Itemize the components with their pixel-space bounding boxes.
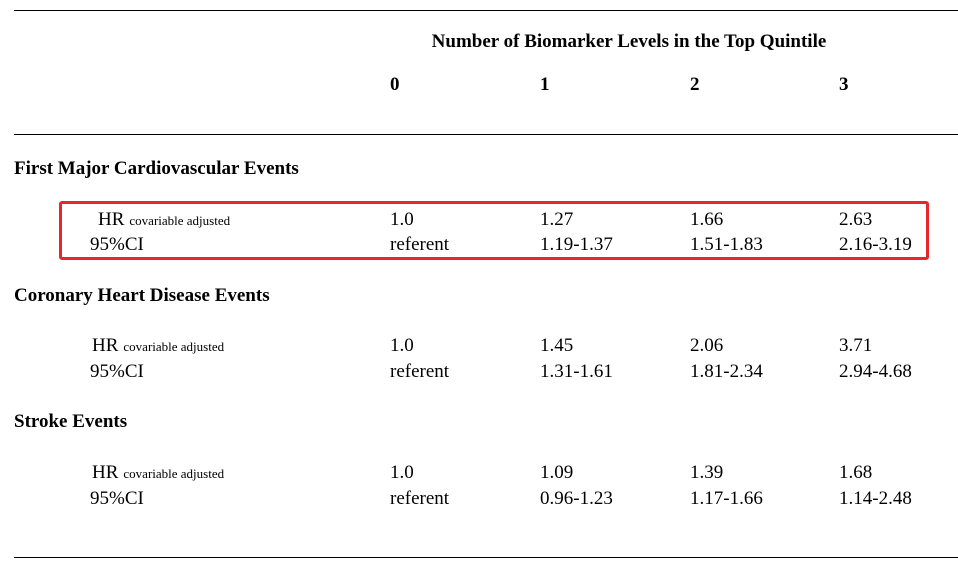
column-header-1: 1 (540, 74, 550, 95)
section-title-stroke-events: Stroke Events (14, 411, 128, 432)
ci-row-label: 95%CI (90, 488, 144, 509)
ci-value-col-3: 1.14-2.48 (839, 488, 912, 509)
ci-value-col-3: 2.94-4.68 (839, 361, 912, 382)
hr-value-col-1: 1.45 (540, 335, 574, 356)
section-title-chd-events: Coronary Heart Disease Events (14, 285, 270, 306)
hr-subscript: covariable adjusted (123, 466, 225, 481)
column-header-2: 2 (690, 74, 700, 95)
hr-label: HR (92, 335, 119, 356)
ci-value-col-2: 1.51-1.83 (690, 234, 763, 255)
hr-value-col-2: 1.66 (690, 209, 724, 230)
hr-label: HR (98, 209, 125, 230)
ci-value-col-2: 1.81-2.34 (690, 361, 763, 382)
hr-value-col-3: 1.68 (839, 462, 873, 483)
section-title-first-major-cv-events: First Major Cardiovascular Events (14, 158, 299, 179)
bottom-rule (14, 557, 958, 558)
hr-label: HR (92, 462, 119, 483)
ci-value-col-1: 1.19-1.37 (540, 234, 613, 255)
hr-value-col-0: 1.0 (390, 335, 414, 356)
hr-value-col-2: 2.06 (690, 335, 724, 356)
hr-row-label: HR covariable adjusted (92, 461, 224, 486)
top-rule (14, 10, 958, 11)
hr-value-col-1: 1.09 (540, 462, 574, 483)
hr-subscript: covariable adjusted (129, 213, 231, 228)
column-header-0: 0 (390, 74, 400, 95)
hr-row-label: HR covariable adjusted (92, 334, 224, 359)
hr-row-label: HR covariable adjusted (98, 208, 230, 233)
ci-value-col-0: referent (390, 234, 450, 255)
ci-value-col-0: referent (390, 361, 450, 382)
column-header-3: 3 (839, 74, 849, 95)
hr-value-col-1: 1.27 (540, 209, 574, 230)
ci-row-label: 95%CI (90, 234, 144, 255)
header-rule (14, 134, 958, 135)
ci-row-label: 95%CI (90, 361, 144, 382)
column-group-header: Number of Biomarker Levels in the Top Qu… (431, 31, 827, 52)
hr-subscript: covariable adjusted (123, 339, 225, 354)
highlight-box (59, 201, 929, 260)
ci-value-col-1: 0.96-1.23 (540, 488, 613, 509)
hr-value-col-2: 1.39 (690, 462, 724, 483)
hr-value-col-3: 2.63 (839, 209, 873, 230)
hr-value-col-3: 3.71 (839, 335, 873, 356)
hr-value-col-0: 1.0 (390, 209, 414, 230)
ci-value-col-1: 1.31-1.61 (540, 361, 613, 382)
hr-value-col-0: 1.0 (390, 462, 414, 483)
ci-value-col-0: referent (390, 488, 450, 509)
ci-value-col-3: 2.16-3.19 (839, 234, 912, 255)
ci-value-col-2: 1.17-1.66 (690, 488, 763, 509)
